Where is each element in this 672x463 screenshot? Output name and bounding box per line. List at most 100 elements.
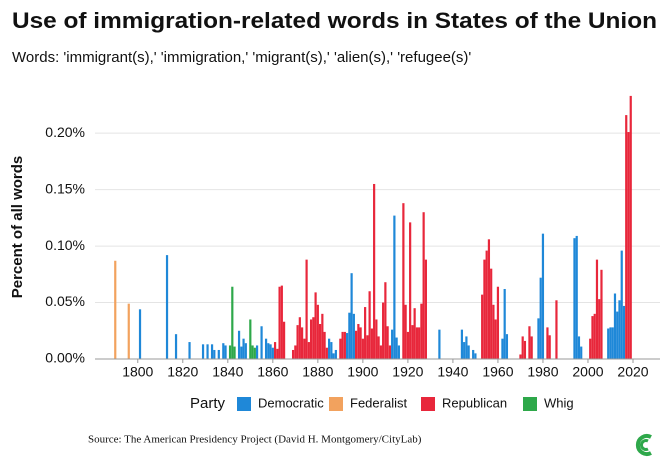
bar: [519, 354, 522, 359]
bar: [420, 303, 423, 359]
bar: [618, 300, 621, 359]
x-tick-label: 1820: [167, 364, 198, 380]
bar: [485, 250, 488, 359]
bar: [424, 259, 427, 359]
bar: [523, 340, 527, 359]
bar: [361, 338, 364, 359]
bar: [309, 319, 313, 359]
bar: [355, 330, 358, 359]
bar: [472, 349, 475, 359]
bar: [391, 329, 394, 359]
bar: [260, 326, 263, 359]
bar: [377, 336, 380, 359]
bar: [368, 291, 371, 359]
bar: [422, 212, 425, 359]
bar: [210, 344, 214, 359]
bar: [280, 285, 283, 359]
bar: [393, 215, 396, 359]
bar: [620, 250, 623, 359]
bar: [307, 342, 310, 359]
bar: [251, 345, 254, 359]
bar: [253, 347, 256, 359]
bar: [364, 307, 367, 359]
y-tick-label: 0.15%: [45, 180, 85, 196]
bar: [622, 305, 626, 359]
y-axis-label: Percent of all words: [9, 156, 26, 299]
bar: [397, 345, 400, 359]
x-tick-label: 2000: [572, 364, 603, 380]
bar: [357, 323, 360, 359]
bar: [521, 336, 524, 359]
bar: [501, 338, 504, 359]
y-tick-label: 0.00%: [45, 350, 85, 366]
bar: [370, 328, 373, 359]
bar: [271, 347, 274, 359]
bar: [609, 327, 612, 359]
bar: [494, 319, 497, 359]
bar: [598, 299, 601, 359]
bar: [242, 338, 245, 359]
bar: [463, 342, 466, 359]
bar: [575, 235, 578, 359]
bar: [312, 317, 315, 359]
bar: [481, 294, 484, 359]
bar: [395, 337, 398, 359]
y-tick-label: 0.20%: [45, 124, 85, 140]
legend-swatch: [421, 397, 435, 411]
bar: [321, 313, 324, 359]
bar: [505, 334, 509, 359]
bar: [404, 304, 407, 359]
bar: [305, 259, 308, 359]
bar: [541, 233, 545, 359]
bar: [318, 323, 322, 359]
bar: [474, 353, 477, 359]
bar: [188, 342, 191, 359]
bar: [388, 345, 391, 359]
bar: [217, 349, 220, 359]
legend-label: Federalist: [350, 395, 407, 410]
bar: [386, 326, 389, 359]
bar: [316, 304, 319, 359]
bar: [528, 326, 531, 359]
bar: [460, 329, 464, 359]
bar: [366, 335, 369, 359]
bar: [348, 312, 351, 359]
bar: [409, 222, 412, 359]
legend-swatch: [523, 397, 537, 411]
x-tick-label: 2020: [617, 364, 648, 380]
source-note: Source: The American Presidency Project …: [88, 434, 422, 446]
bar: [213, 349, 216, 359]
bar: [382, 302, 385, 359]
x-tick-label: 1840: [212, 364, 243, 380]
bar: [222, 343, 225, 359]
bar: [291, 349, 295, 359]
bar: [237, 330, 241, 359]
bar: [539, 277, 542, 359]
chart-title: Use of immigration-related words in Stat…: [12, 8, 657, 33]
bar: [325, 347, 328, 359]
bar: [303, 338, 306, 359]
bar: [328, 338, 331, 359]
bar: [228, 345, 232, 359]
bar: [323, 331, 326, 359]
bar: [267, 343, 270, 359]
bar: [240, 346, 243, 359]
bar: [406, 331, 409, 359]
bar: [492, 304, 495, 359]
bar: [483, 259, 486, 359]
bar: [314, 292, 317, 359]
bar: [384, 282, 387, 359]
bar: [231, 286, 234, 359]
bar: [350, 273, 353, 359]
x-tick-label: 1900: [347, 364, 378, 380]
bar: [379, 345, 382, 359]
bar: [577, 336, 581, 359]
bar: [589, 338, 592, 359]
bar: [300, 327, 304, 359]
bar: [273, 342, 277, 359]
bar: [573, 238, 576, 359]
bar: [264, 338, 268, 359]
bar: [373, 183, 376, 359]
bar: [341, 331, 344, 359]
